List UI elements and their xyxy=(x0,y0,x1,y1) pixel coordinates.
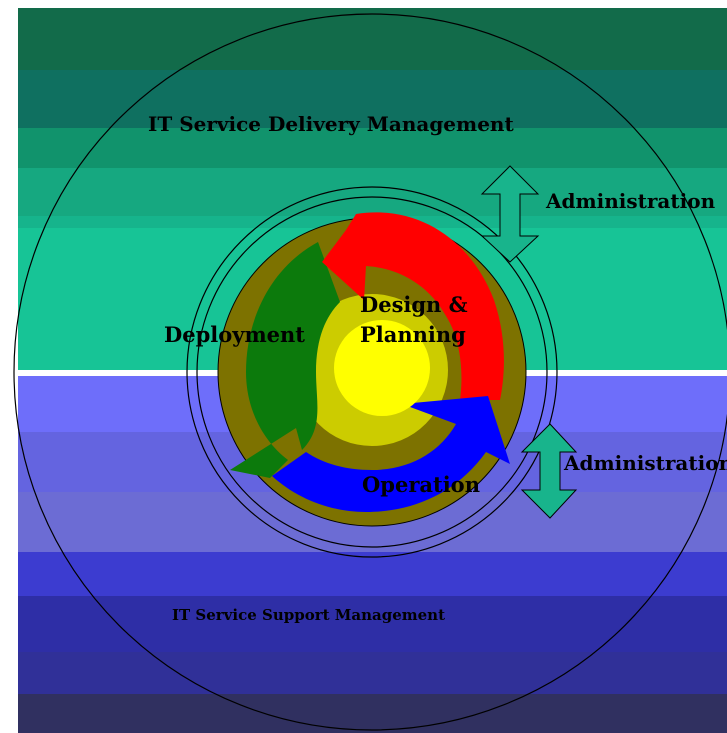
operation-label: Operation xyxy=(362,472,480,497)
middle-ring-inner xyxy=(196,196,548,548)
band xyxy=(18,128,727,168)
deployment-arrow xyxy=(230,242,340,478)
admin-arrow-bottom xyxy=(520,423,578,519)
operation-arrow xyxy=(272,396,510,512)
support-label: IT Service Support Management xyxy=(172,606,445,624)
band xyxy=(18,652,727,694)
design-planning-arrow xyxy=(322,212,504,400)
design-label-line2: Planning xyxy=(360,322,466,347)
band xyxy=(18,596,727,652)
band xyxy=(18,168,727,216)
band xyxy=(18,694,727,733)
outer-circle xyxy=(13,13,727,731)
deployment-label: Deployment xyxy=(164,322,305,347)
admin-arrow-top xyxy=(480,165,540,263)
admin-top-label: Administration xyxy=(545,189,716,213)
delivery-label: IT Service Delivery Management xyxy=(148,112,514,136)
core-circle xyxy=(334,320,430,416)
design-label-line1: Design & xyxy=(360,292,468,317)
band xyxy=(18,8,727,70)
band xyxy=(18,70,727,128)
admin-bottom-label: Administration xyxy=(563,451,727,475)
band xyxy=(18,552,727,596)
middle-ring-outer xyxy=(186,186,558,558)
